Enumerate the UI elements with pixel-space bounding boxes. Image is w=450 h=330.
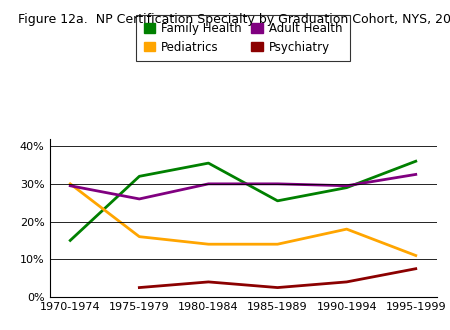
Legend: Family Health, Pediatrics, Adult Health, Psychiatry: Family Health, Pediatrics, Adult Health,… — [136, 15, 350, 61]
Text: Figure 12a.  NP Certification Specialty by Graduation Cohort, NYS, 2000: Figure 12a. NP Certification Specialty b… — [18, 13, 450, 26]
